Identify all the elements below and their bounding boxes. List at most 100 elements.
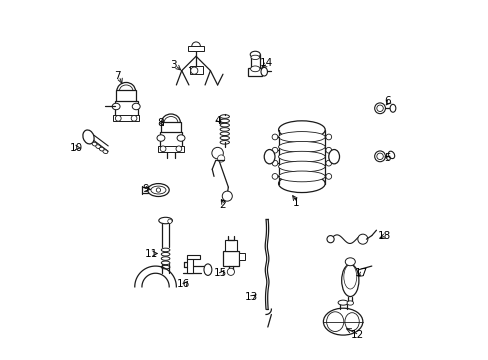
Text: 14: 14	[259, 58, 272, 68]
Ellipse shape	[159, 217, 172, 224]
Ellipse shape	[250, 66, 260, 72]
Ellipse shape	[326, 235, 333, 243]
Ellipse shape	[345, 258, 355, 266]
Ellipse shape	[278, 161, 325, 172]
Ellipse shape	[220, 115, 229, 118]
Ellipse shape	[177, 135, 184, 141]
Ellipse shape	[271, 174, 277, 179]
Bar	[159, 132, 182, 147]
Ellipse shape	[161, 257, 169, 260]
Text: 18: 18	[377, 231, 390, 240]
Ellipse shape	[325, 160, 331, 166]
Text: 7: 7	[114, 71, 120, 81]
Text: 6: 6	[384, 96, 390, 106]
Ellipse shape	[278, 175, 325, 193]
Bar	[188, 46, 203, 51]
Circle shape	[115, 116, 121, 121]
Bar	[250, 54, 259, 69]
Circle shape	[190, 67, 198, 74]
Text: 1: 1	[293, 198, 299, 208]
Ellipse shape	[343, 265, 356, 289]
Ellipse shape	[220, 140, 229, 144]
Circle shape	[227, 268, 234, 275]
Text: 12: 12	[350, 330, 364, 340]
Ellipse shape	[157, 135, 164, 141]
Circle shape	[211, 147, 223, 159]
Ellipse shape	[278, 121, 325, 139]
Bar	[115, 101, 137, 116]
Text: 13: 13	[244, 292, 258, 302]
Ellipse shape	[92, 142, 97, 146]
Ellipse shape	[376, 105, 383, 112]
Ellipse shape	[389, 104, 395, 112]
Text: 3: 3	[170, 60, 177, 70]
Ellipse shape	[203, 264, 211, 275]
Ellipse shape	[278, 151, 325, 162]
Text: 8: 8	[157, 118, 163, 128]
Ellipse shape	[264, 149, 274, 164]
Bar	[189, 66, 202, 74]
Text: 11: 11	[144, 248, 158, 258]
Ellipse shape	[220, 128, 229, 131]
Text: 2: 2	[219, 200, 226, 210]
Text: 17: 17	[354, 268, 367, 278]
Ellipse shape	[326, 312, 343, 332]
Circle shape	[160, 146, 165, 152]
Ellipse shape	[147, 184, 169, 197]
Ellipse shape	[161, 261, 169, 265]
Ellipse shape	[387, 151, 394, 159]
Circle shape	[217, 155, 224, 162]
Bar	[223, 251, 238, 266]
Ellipse shape	[164, 117, 178, 128]
Ellipse shape	[99, 147, 104, 151]
Ellipse shape	[102, 150, 107, 154]
Text: 10: 10	[69, 143, 82, 153]
Bar	[187, 258, 192, 273]
Ellipse shape	[328, 149, 339, 164]
Bar	[247, 68, 262, 76]
Circle shape	[176, 146, 182, 152]
Ellipse shape	[323, 308, 362, 335]
Ellipse shape	[278, 141, 325, 152]
Ellipse shape	[220, 132, 229, 135]
Circle shape	[167, 219, 172, 224]
Ellipse shape	[112, 103, 120, 110]
Ellipse shape	[337, 300, 347, 305]
Ellipse shape	[374, 103, 385, 114]
Ellipse shape	[271, 147, 277, 153]
Circle shape	[222, 191, 232, 201]
Bar	[187, 255, 200, 259]
Circle shape	[191, 42, 200, 50]
Bar	[238, 253, 244, 260]
Ellipse shape	[220, 136, 229, 140]
Ellipse shape	[271, 134, 277, 140]
Ellipse shape	[278, 171, 325, 182]
Ellipse shape	[83, 130, 94, 144]
Ellipse shape	[325, 134, 331, 140]
Ellipse shape	[346, 301, 353, 305]
Ellipse shape	[161, 265, 169, 269]
Ellipse shape	[151, 186, 165, 194]
Ellipse shape	[161, 252, 169, 256]
Bar	[116, 90, 136, 102]
Bar	[224, 240, 236, 251]
Bar	[161, 122, 181, 134]
Ellipse shape	[271, 160, 277, 166]
Ellipse shape	[96, 145, 101, 149]
Bar	[113, 116, 139, 121]
Text: 16: 16	[177, 279, 190, 289]
Text: 4: 4	[214, 116, 221, 126]
Ellipse shape	[376, 153, 383, 159]
Text: 5: 5	[384, 153, 390, 163]
Ellipse shape	[220, 123, 229, 127]
Text: 15: 15	[213, 268, 226, 278]
Ellipse shape	[119, 85, 133, 97]
Ellipse shape	[250, 51, 260, 58]
Circle shape	[131, 116, 137, 121]
Text: 9: 9	[142, 184, 149, 194]
Ellipse shape	[344, 313, 359, 330]
Ellipse shape	[161, 248, 169, 252]
Ellipse shape	[117, 82, 135, 100]
Circle shape	[156, 188, 160, 192]
Ellipse shape	[278, 132, 325, 142]
